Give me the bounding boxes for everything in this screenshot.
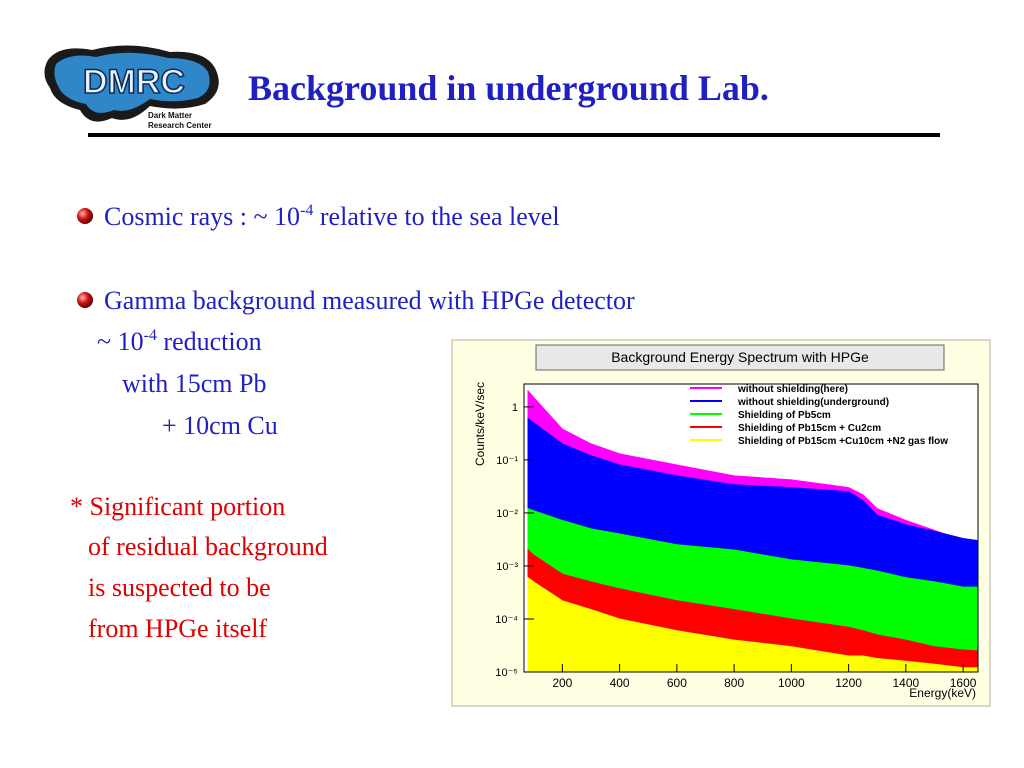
- bullet-text: Cosmic rays : ~ 10-4 relative to the sea…: [104, 202, 560, 231]
- y-tick-label: 10⁻⁴: [495, 614, 518, 626]
- x-tick-label: 1400: [893, 676, 920, 690]
- x-tick-label: 1000: [778, 676, 805, 690]
- legend-label: without shielding(here): [737, 384, 848, 395]
- chart-title: Background Energy Spectrum with HPGe: [611, 349, 869, 365]
- sub-text: with 15cm Pb: [122, 369, 266, 398]
- x-tick-label: 800: [724, 676, 744, 690]
- plot-frame: [523, 383, 979, 673]
- note-text: from HPGe itself: [88, 614, 267, 643]
- note-text: * Significant portion: [70, 492, 285, 521]
- x-tick-label: 400: [610, 676, 630, 690]
- y-tick-label: 10⁻³: [496, 561, 518, 573]
- legend-label: Shielding of Pb5cm: [738, 410, 831, 421]
- text-part: relative to the sea level: [313, 202, 559, 231]
- slide-title: Background in underground Lab.: [248, 68, 769, 108]
- legend-label: Shielding of Pb15cm +Cu10cm +N2 gas flow: [738, 436, 948, 447]
- sub-text: + 10cm Cu: [162, 411, 278, 440]
- text-part: Cosmic rays : ~ 10: [104, 202, 300, 231]
- x-axis-label: Energy(keV): [909, 686, 976, 700]
- chart-title-box: [535, 344, 945, 371]
- text-part: reduction: [157, 327, 262, 356]
- superscript: -4: [300, 202, 313, 219]
- logo: DMRC Dark Matter Research Center: [44, 45, 219, 130]
- note-text: is suspected to be: [88, 573, 271, 602]
- bullet-text: Gamma background measured with HPGe dete…: [104, 286, 635, 315]
- logo-line: Dark Matter: [148, 111, 192, 120]
- y-tick-label: 10⁻¹: [496, 455, 518, 467]
- spectrum-area: [527, 576, 978, 673]
- logo-mark: DMRC: [83, 63, 185, 101]
- x-tick-label: 1600: [950, 676, 977, 690]
- y-tick-label: 10⁻²: [496, 508, 518, 520]
- bullet-ball: [77, 292, 93, 308]
- x-tick-label: 1200: [835, 676, 862, 690]
- bullet-ball: [77, 208, 93, 224]
- legend-label: Shielding of Pb15cm + Cu2cm: [738, 423, 881, 434]
- text-part: ~ 10: [97, 327, 144, 356]
- superscript: -4: [144, 327, 157, 344]
- y-tick-label: 10⁻⁵: [495, 667, 518, 679]
- logo-fill: [54, 52, 210, 113]
- sub-text: ~ 10-4 reduction: [97, 327, 262, 356]
- note-text: of residual background: [88, 532, 328, 561]
- x-tick-label: 200: [552, 676, 572, 690]
- logo-line: Research Center: [148, 121, 212, 130]
- x-tick-label: 600: [667, 676, 687, 690]
- y-axis-label: Counts/keV/sec: [473, 382, 487, 466]
- y-tick-label: 1: [512, 402, 518, 414]
- legend-label: without shielding(underground): [737, 397, 889, 408]
